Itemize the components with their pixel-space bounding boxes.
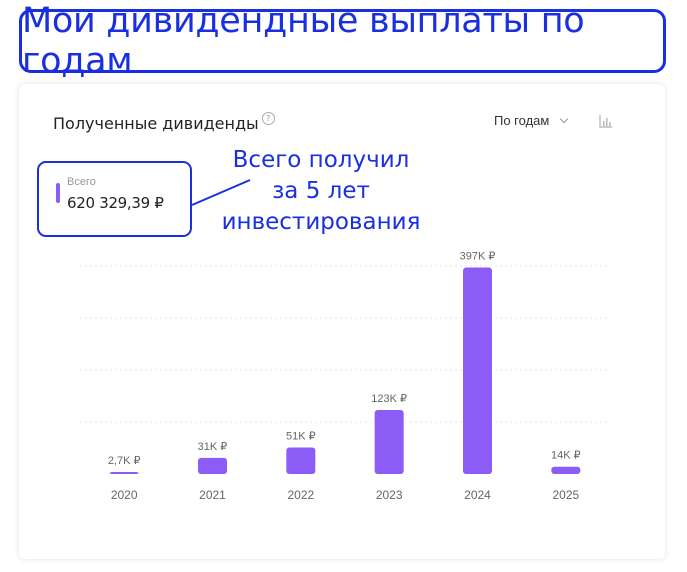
card-title: Полученные дивиденды?	[53, 112, 275, 133]
period-select-value: По годам	[494, 113, 550, 128]
bar-2024[interactable]	[463, 267, 492, 474]
x-tick-label-2023: 2023	[376, 488, 403, 502]
data-label-2023: 123K ₽	[371, 393, 407, 405]
bar-2020[interactable]	[109, 472, 139, 474]
question-circle-icon[interactable]: ?	[261, 112, 275, 125]
annotation-line: инвестирования	[221, 209, 421, 235]
data-label-2022: 51K ₽	[286, 430, 316, 442]
x-tick-label-2025: 2025	[552, 488, 579, 502]
dividends-card: Полученные дивиденды? По годам	[19, 84, 665, 559]
card-title-text: Полученные дивиденды	[53, 114, 259, 133]
period-select[interactable]: По годам	[494, 113, 569, 128]
x-tick-label-2022: 2022	[287, 488, 314, 502]
x-tick-label-2024: 2024	[464, 488, 491, 502]
annotation-text: Всего получил за 5 лет инвестирования	[216, 145, 426, 238]
bar-2022[interactable]	[286, 447, 316, 474]
x-tick-label-2021: 2021	[199, 488, 226, 502]
bar-2025[interactable]	[551, 466, 581, 474]
bar-chart-icon[interactable]	[599, 114, 613, 128]
data-label-2020: 2,7K ₽	[108, 455, 141, 467]
series-color-marker	[56, 183, 60, 203]
data-label-2021: 31K ₽	[198, 441, 228, 453]
x-tick-label-2020: 2020	[111, 488, 138, 502]
data-label-2024: 397K ₽	[460, 251, 496, 263]
bar-2023[interactable]	[374, 410, 404, 474]
total-summary-box: Всего 620 329,39 ₽	[37, 161, 192, 237]
total-value: 620 329,39 ₽	[67, 194, 164, 212]
data-label-2025: 14K ₽	[551, 450, 581, 462]
annotation-line: Всего получил	[232, 147, 410, 173]
total-label: Всего	[67, 176, 96, 188]
annotation-line: за 5 лет	[272, 178, 370, 204]
bar-2021[interactable]	[198, 457, 227, 474]
